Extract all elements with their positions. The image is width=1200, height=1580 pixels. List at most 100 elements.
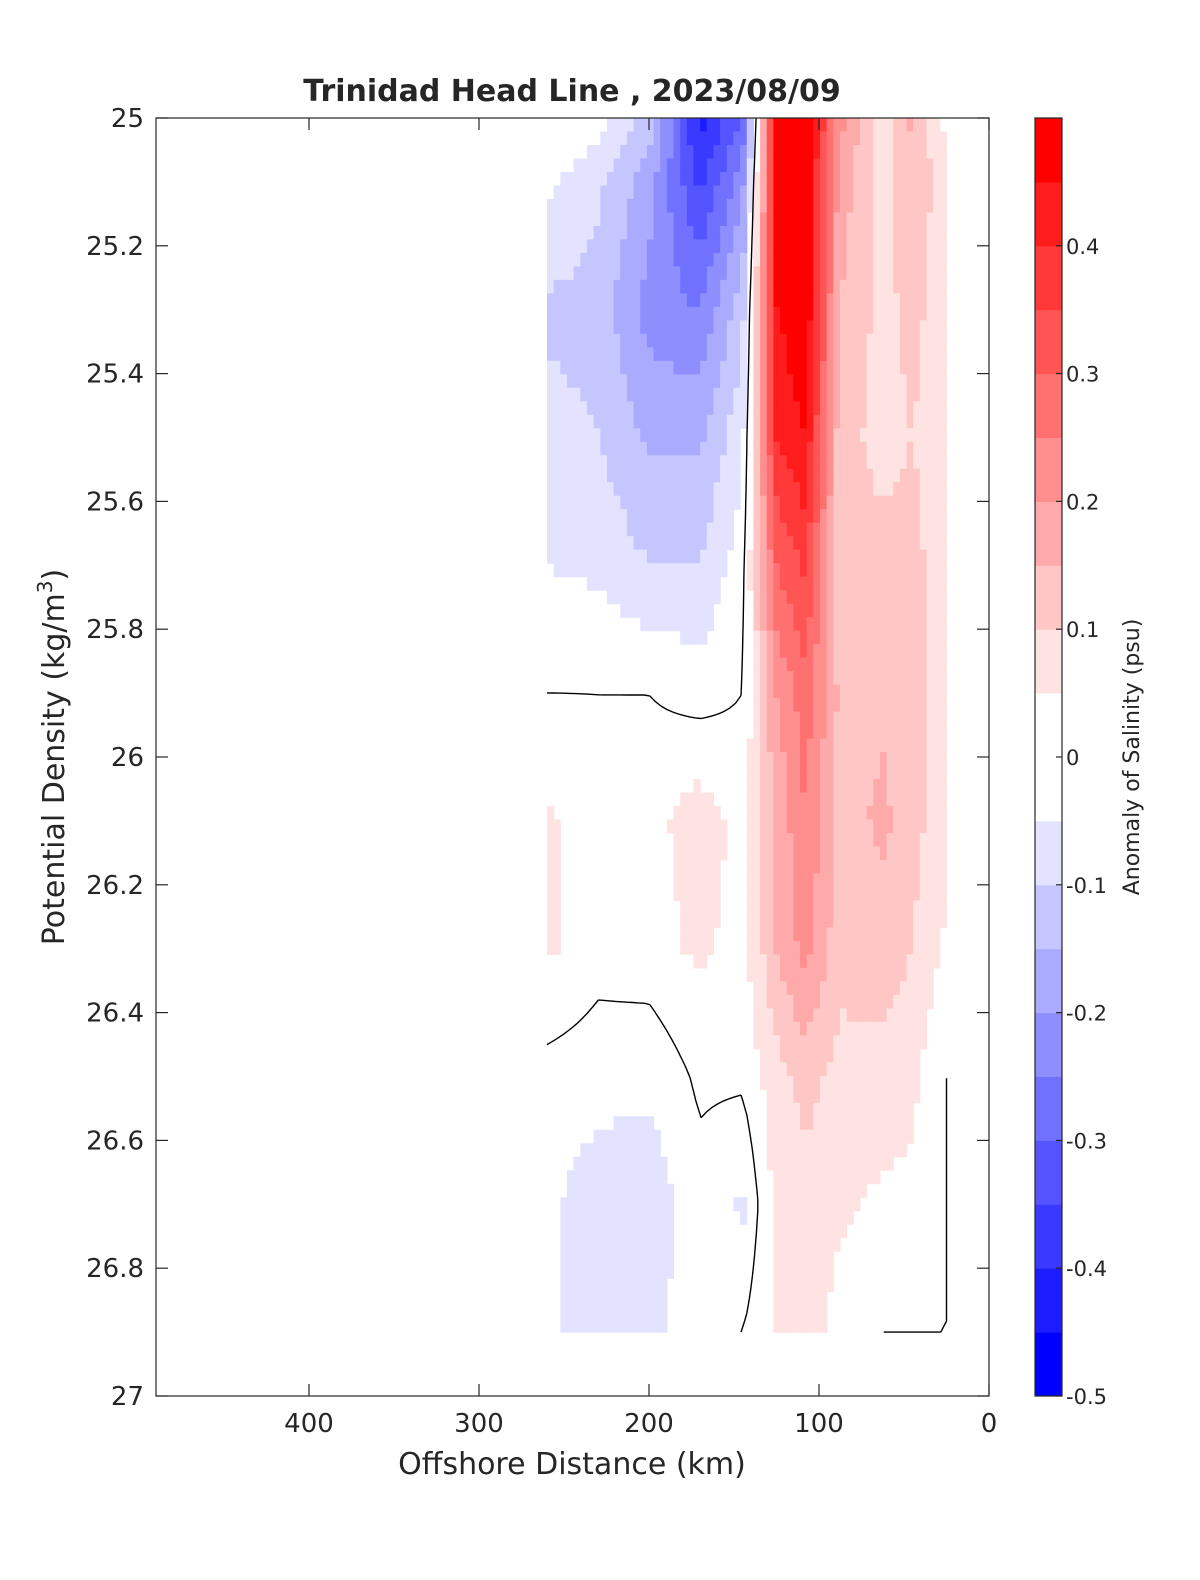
- field-cell: [600, 401, 608, 416]
- field-cell: [866, 387, 874, 402]
- field-cell: [766, 158, 774, 173]
- field-cell: [626, 468, 635, 483]
- field-cell: [913, 859, 921, 875]
- field-cell: [913, 684, 921, 699]
- field-cell: [846, 779, 854, 794]
- field-cell: [899, 698, 908, 713]
- field-cell: [646, 414, 655, 429]
- field-cell: [926, 239, 934, 254]
- field-cell: [780, 859, 788, 875]
- field-cell: [780, 1156, 788, 1171]
- field-cell: [926, 805, 934, 821]
- field-cell: [600, 387, 608, 402]
- field-cell: [626, 441, 635, 456]
- field-cell: [933, 913, 941, 928]
- field-cell: [680, 266, 688, 281]
- field-cell: [673, 886, 681, 902]
- field-cell: [666, 495, 675, 510]
- field-cell: [839, 1089, 848, 1104]
- field-cell: [819, 455, 828, 470]
- field-cell: [913, 967, 921, 982]
- field-cell: [873, 576, 881, 591]
- field-cell: [919, 131, 928, 146]
- field-cell: [893, 805, 901, 821]
- field-cell: [833, 1035, 841, 1050]
- field-cell: [800, 1062, 808, 1077]
- field-cell: [580, 549, 588, 564]
- field-cell: [700, 306, 708, 321]
- field-cell: [926, 360, 934, 375]
- field-cell: [933, 252, 941, 267]
- field-cell: [766, 1035, 774, 1050]
- field-cell: [640, 1264, 648, 1279]
- field-cell: [580, 320, 588, 335]
- field-cell: [866, 158, 874, 173]
- field-cell: [866, 617, 874, 632]
- field-cell: [720, 522, 728, 537]
- field-cell: [553, 360, 561, 375]
- field-cell: [926, 940, 934, 955]
- field-cell: [626, 198, 635, 214]
- field-cell: [800, 846, 808, 861]
- field-cell: [593, 225, 601, 241]
- field-cell: [853, 428, 861, 443]
- field-cell: [620, 1156, 628, 1171]
- field-cell: [826, 900, 834, 915]
- field-cell: [706, 590, 715, 605]
- field-cell: [800, 185, 808, 200]
- field-cell: [753, 293, 761, 308]
- field-cell: [859, 886, 868, 902]
- field-cell: [786, 819, 794, 834]
- field-cell: [899, 1075, 908, 1090]
- field-cell: [773, 320, 781, 335]
- field-cell: [919, 252, 928, 267]
- field-cell: [813, 576, 821, 591]
- field-cell: [766, 981, 774, 996]
- field-cell: [819, 657, 828, 672]
- field-cell: [939, 306, 948, 321]
- field-cell: [826, 1089, 834, 1104]
- field-cell: [913, 644, 921, 659]
- field-cell: [773, 846, 781, 861]
- field-cell: [626, 158, 635, 173]
- field-cell: [899, 252, 908, 267]
- field-cell: [626, 333, 635, 348]
- field-cell: [879, 360, 888, 375]
- field-cell: [793, 563, 801, 578]
- field-cell: [893, 873, 901, 888]
- field-cell: [813, 1197, 821, 1212]
- field-cell: [660, 468, 668, 483]
- field-cell: [879, 279, 888, 294]
- field-cell: [933, 779, 941, 794]
- field-cell: [633, 1183, 641, 1198]
- field-cell: [626, 360, 635, 375]
- field-cell: [866, 468, 874, 483]
- field-cell: [846, 1129, 854, 1144]
- field-cell: [853, 347, 861, 362]
- field-cell: [859, 765, 868, 780]
- field-cell: [839, 576, 848, 591]
- field-cell: [766, 198, 774, 214]
- field-cell: [800, 1251, 808, 1266]
- field-cell: [919, 374, 928, 389]
- field-cell: [780, 1008, 788, 1023]
- field-cell: [913, 212, 921, 227]
- field-cell: [706, 252, 715, 267]
- field-cell: [693, 522, 701, 537]
- field-cell: [640, 306, 648, 321]
- field-cell: [553, 832, 561, 848]
- field-cell: [933, 792, 941, 807]
- field-cell: [866, 886, 874, 902]
- field-cell: [813, 630, 821, 645]
- field-cell: [786, 940, 794, 955]
- field-cell: [547, 927, 555, 942]
- field-cell: [633, 441, 641, 456]
- field-cell: [573, 455, 581, 470]
- field-cell: [826, 954, 834, 969]
- field-cell: [819, 1035, 828, 1050]
- field-cell: [939, 536, 948, 551]
- field-cell: [626, 1318, 635, 1333]
- field-cell: [826, 1170, 834, 1185]
- field-cell: [886, 981, 894, 996]
